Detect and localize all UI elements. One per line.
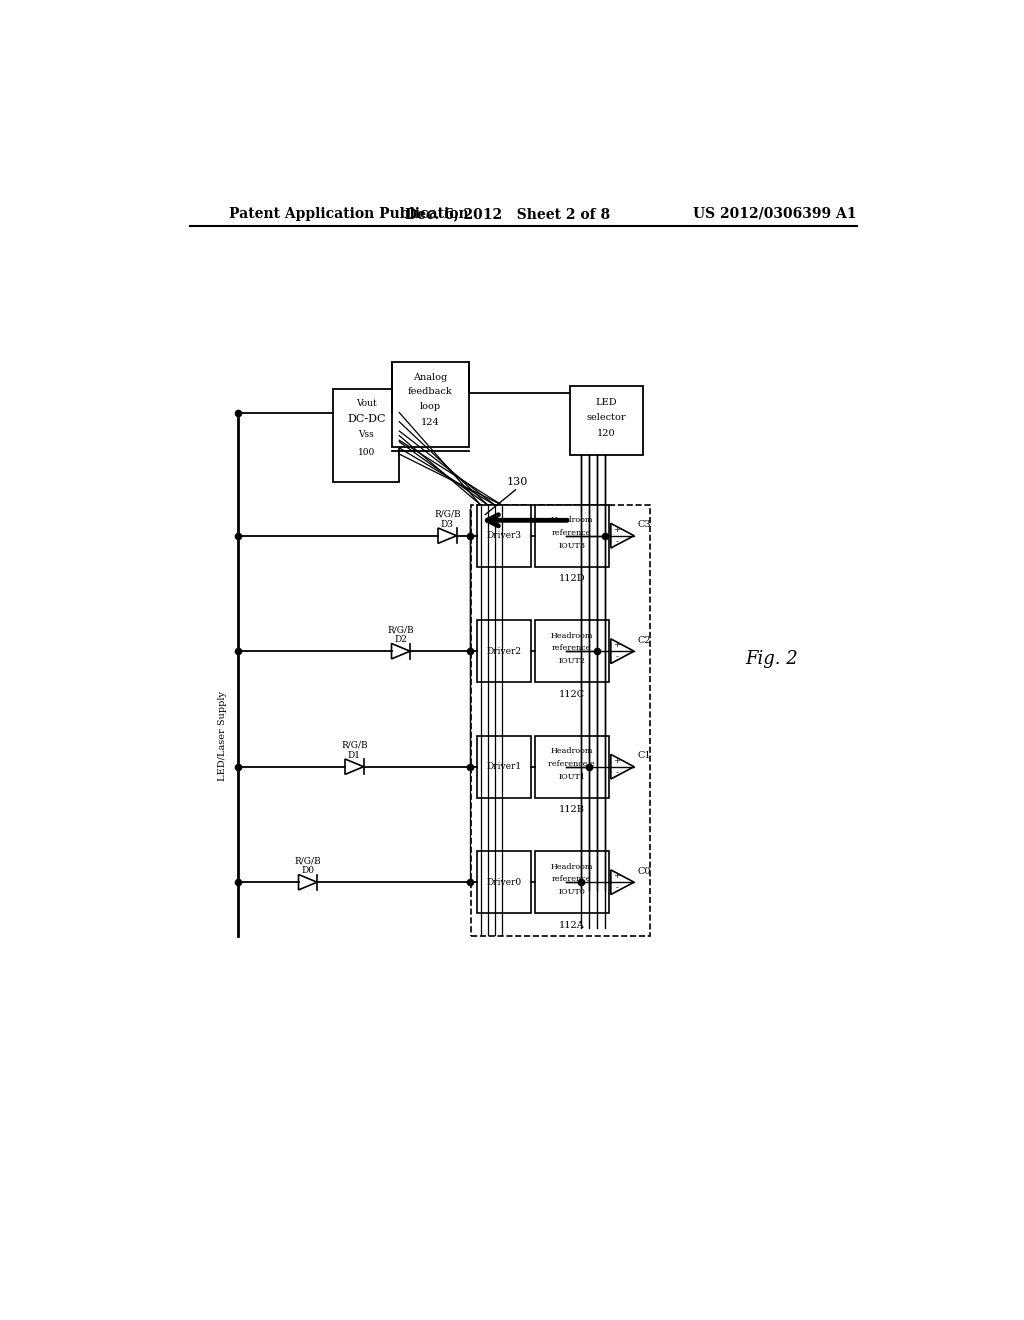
Text: Driver2: Driver2 (486, 647, 521, 656)
Text: -: - (615, 537, 618, 546)
Text: US 2012/0306399 A1: US 2012/0306399 A1 (693, 207, 856, 220)
Text: IOUT1: IOUT1 (558, 772, 585, 780)
Text: R/G/B: R/G/B (434, 510, 461, 519)
Bar (477, 504, 531, 566)
Bar (334, 389, 399, 482)
Text: +: + (613, 525, 621, 533)
Text: LED/Laser Supply: LED/Laser Supply (218, 690, 227, 781)
Text: R/G/B: R/G/B (341, 741, 368, 750)
Bar (477, 737, 531, 797)
Text: C1: C1 (637, 751, 651, 760)
Text: feedback: feedback (408, 387, 453, 396)
Text: DC-DC: DC-DC (347, 413, 386, 424)
Text: loop: loop (420, 401, 440, 411)
Text: Headroom: Headroom (551, 516, 593, 524)
Text: reference: reference (552, 875, 592, 883)
Text: 100: 100 (357, 447, 375, 457)
Text: R/G/B: R/G/B (387, 626, 414, 634)
Bar (391, 363, 469, 447)
Text: -: - (615, 768, 618, 777)
Text: 112B: 112B (559, 805, 585, 814)
Text: D3: D3 (441, 520, 454, 528)
Text: 112D: 112D (558, 574, 585, 583)
Text: IOUT3: IOUT3 (558, 541, 585, 549)
Text: selector: selector (587, 413, 627, 422)
Text: C0: C0 (637, 867, 650, 876)
Bar (535, 504, 608, 566)
Text: C3: C3 (637, 520, 651, 529)
Text: Headroom: Headroom (551, 747, 593, 755)
Text: 112C: 112C (559, 690, 585, 698)
Text: IOUT2: IOUT2 (558, 657, 585, 665)
Text: Vss: Vss (358, 429, 374, 438)
Text: D1: D1 (348, 751, 360, 759)
Bar (535, 851, 608, 913)
Text: +: + (613, 873, 621, 880)
Text: Dec. 6, 2012   Sheet 2 of 8: Dec. 6, 2012 Sheet 2 of 8 (406, 207, 610, 220)
Bar (471, 506, 649, 936)
Text: Fig. 2: Fig. 2 (744, 649, 798, 668)
Text: -: - (615, 884, 618, 892)
Text: IOUT0: IOUT0 (558, 888, 585, 896)
Text: R/G/B: R/G/B (295, 857, 322, 865)
Text: Headroom: Headroom (551, 632, 593, 640)
Text: LED: LED (596, 399, 617, 407)
Bar (477, 620, 531, 682)
Text: Driver1: Driver1 (486, 762, 521, 771)
Text: reference e: reference e (548, 759, 595, 768)
Text: +: + (613, 756, 621, 764)
Text: Driver3: Driver3 (486, 531, 521, 540)
Text: 112A: 112A (559, 921, 585, 929)
Text: reference: reference (552, 644, 592, 652)
Text: -: - (615, 653, 618, 661)
Text: Headroom: Headroom (551, 863, 593, 871)
Text: Patent Application Publication: Patent Application Publication (228, 207, 468, 220)
Text: +: + (613, 642, 621, 649)
Text: reference: reference (552, 528, 592, 537)
Text: D0: D0 (301, 866, 314, 875)
Text: C2: C2 (637, 636, 651, 645)
Bar (477, 851, 531, 913)
Bar (535, 620, 608, 682)
Text: 130: 130 (506, 477, 527, 487)
Bar (535, 737, 608, 797)
Text: 124: 124 (421, 418, 439, 426)
Text: Vout: Vout (356, 399, 377, 408)
Text: Analog: Analog (413, 374, 447, 383)
Text: D2: D2 (394, 635, 408, 644)
Bar (569, 385, 643, 455)
Text: 120: 120 (597, 429, 615, 438)
Text: Driver0: Driver0 (486, 878, 521, 887)
